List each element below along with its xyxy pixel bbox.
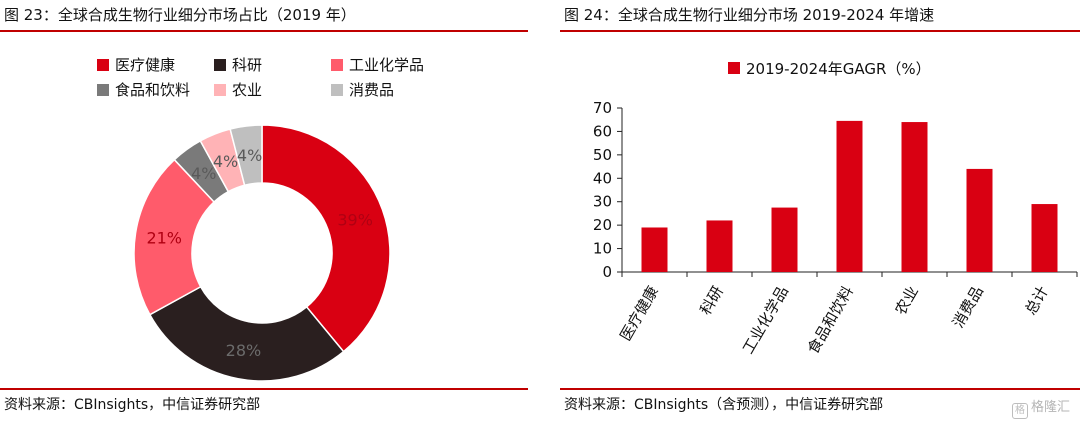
- slice-percent-label: 4%: [237, 146, 262, 165]
- legend-label: 农业: [232, 81, 262, 99]
- legend-item: 科研: [214, 56, 262, 74]
- right-figure-panel: 图 24：全球合成生物行业细分市场 2019-2024 年增速 2019-202…: [560, 0, 1080, 421]
- donut-slice: [261, 124, 391, 353]
- y-tick-label: 20: [593, 216, 612, 234]
- x-tick-label: 工业化学品: [739, 283, 792, 357]
- bar-title-rule: [560, 30, 1080, 32]
- legend-swatch: [331, 59, 343, 71]
- legend-label: 工业化学品: [349, 56, 424, 74]
- legend-label: 食品和饮料: [115, 81, 190, 99]
- y-tick-label: 10: [593, 240, 612, 258]
- donut-slice: [229, 124, 263, 187]
- legend-swatch: [214, 59, 226, 71]
- legend-label: 医疗健康: [115, 56, 175, 74]
- bar: [1031, 204, 1058, 272]
- x-tick-label: 科研: [696, 283, 727, 318]
- y-tick-label: 50: [593, 146, 612, 164]
- legend-item: 消费品: [331, 81, 394, 99]
- legend-item: 2019-2024年GAGR（%）: [728, 60, 931, 78]
- y-tick-label: 60: [593, 122, 612, 140]
- x-tick-label: 消费品: [949, 283, 987, 331]
- y-tick-label: 0: [602, 263, 612, 281]
- slice-percent-label: 4%: [213, 152, 238, 171]
- legend-swatch: [214, 84, 226, 96]
- legend-label: 科研: [232, 56, 262, 74]
- x-tick-label: 食品和饮料: [804, 283, 857, 357]
- left-figure-panel: 图 23：全球合成生物行业细分市场占比（2019 年） 医疗健康 科研 工业化学品食…: [0, 0, 528, 421]
- bar: [836, 120, 863, 272]
- legend-label: 消费品: [349, 81, 394, 99]
- pie-source-note: 资料来源：CBInsights，中信证券研究部: [4, 397, 261, 413]
- bar: [771, 207, 798, 272]
- slice-percent-label: 21%: [146, 229, 182, 248]
- legend-swatch: [97, 84, 109, 96]
- legend-item: 食品和饮料: [97, 81, 190, 99]
- slice-percent-label: 4%: [191, 164, 216, 183]
- legend-swatch: [97, 59, 109, 71]
- slice-percent-label: 28%: [226, 341, 262, 360]
- legend-item: 医疗健康: [97, 56, 175, 74]
- bar: [706, 220, 733, 272]
- pie-title-rule: [0, 30, 528, 32]
- y-tick-label: 30: [593, 193, 612, 211]
- bar-figure-title: 图 24：全球合成生物行业细分市场 2019-2024 年增速: [564, 6, 935, 24]
- y-tick-label: 40: [593, 169, 612, 187]
- pie-figure-title: 图 23：全球合成生物行业细分市场占比（2019 年）: [4, 6, 356, 24]
- x-tick-label: 医疗健康: [616, 283, 662, 344]
- bar: [901, 122, 928, 272]
- legend-swatch: [728, 62, 740, 74]
- donut-slice: [148, 285, 345, 382]
- watermark-logo-icon: 格: [1011, 403, 1028, 419]
- legend-item: 工业化学品: [331, 56, 424, 74]
- bar-chart: 2019-2024年GAGR（%） 0 10 20 30 40 50 60 70 医疗健康 科研 工业…: [593, 60, 1078, 357]
- legend-item: 农业: [214, 81, 262, 99]
- bar-source-note: 资料来源：CBInsights（含预测），中信证券研究部: [564, 397, 884, 413]
- bar: [641, 227, 668, 272]
- x-tick-label: 农业: [891, 283, 922, 318]
- legend-label: 2019-2024年GAGR（%）: [746, 60, 931, 78]
- bar: [966, 168, 993, 272]
- pie-source-rule: [0, 388, 528, 390]
- watermark-text: 格隆汇: [1030, 400, 1070, 415]
- legend-swatch: [331, 84, 343, 96]
- bar-source-rule: [560, 388, 1080, 390]
- slice-percent-label: 39%: [337, 210, 373, 229]
- gelonghui-watermark: 格格隆汇: [1011, 396, 1070, 419]
- y-tick-label: 70: [593, 99, 612, 117]
- x-tick-label: 总计: [1021, 283, 1052, 318]
